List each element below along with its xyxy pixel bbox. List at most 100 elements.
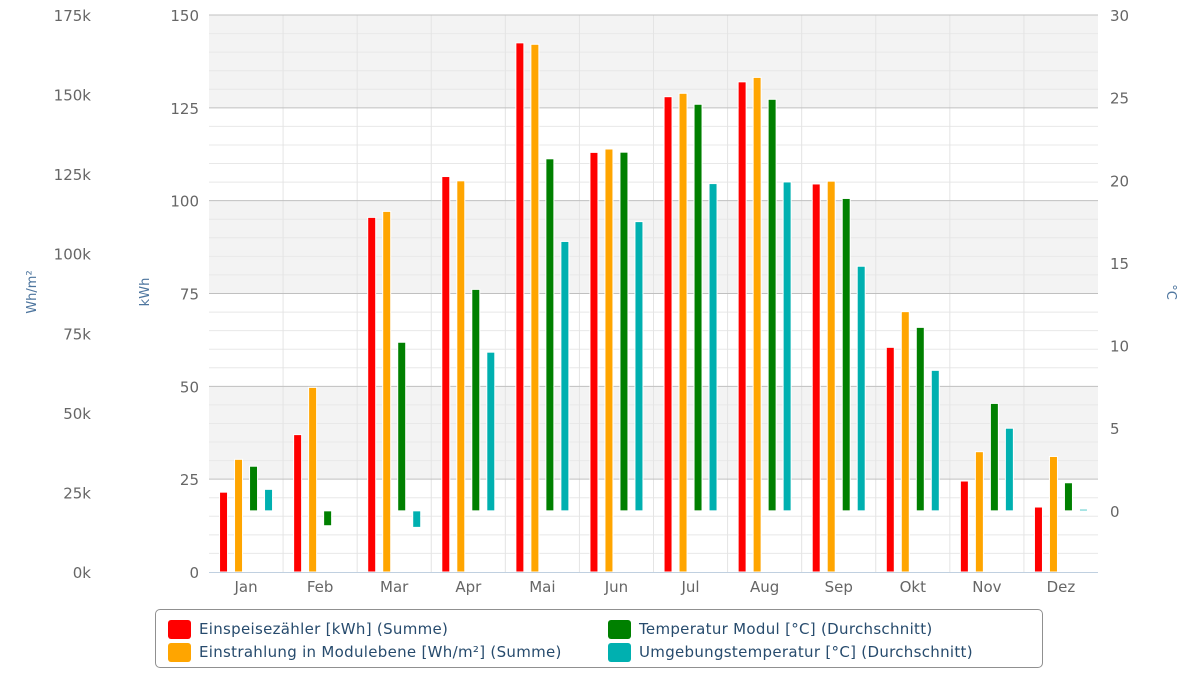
bar-008000-mai <box>545 158 555 512</box>
bar-ff0000-mar <box>367 216 377 573</box>
bar-ffa500-okt <box>900 311 910 573</box>
bar-ffa500-feb <box>308 386 318 573</box>
bar-00b0b0-dez <box>1078 508 1088 512</box>
x-tick-label: Aug <box>750 578 779 596</box>
x-tick-label: Feb <box>307 578 334 596</box>
bar-008000-mar <box>397 341 407 512</box>
right-tick-label: 5 <box>1110 420 1120 438</box>
bar-ffa500-sep <box>826 180 836 573</box>
bar-00b0b0-mai <box>560 240 570 512</box>
legend-item-einspeisezaehler[interactable]: Einspeisezähler [kWh] (Summe) <box>168 619 448 639</box>
bar-ffa500-aug <box>752 76 762 573</box>
legend-swatch <box>608 619 631 639</box>
bar-008000-jul <box>693 103 703 512</box>
gridlines <box>209 14 1098 572</box>
left-inner-axis-title: kWh <box>138 278 153 307</box>
x-tick-label: Mai <box>529 578 555 596</box>
x-tick-label: Dez <box>1047 578 1076 596</box>
bar-ff0000-sep <box>811 183 821 573</box>
bar-ffa500-jun <box>604 148 614 573</box>
bar-00b0b0-okt <box>930 369 940 512</box>
right-tick-label: 20 <box>1110 172 1129 190</box>
left-inner-tick-label: 75 <box>180 286 199 304</box>
right-tick-label: 30 <box>1110 7 1129 25</box>
bar-008000-nov <box>989 402 999 512</box>
legend-swatch <box>168 619 191 639</box>
bar-008000-jan <box>249 465 259 512</box>
legend: Einspeisezähler [kWh] (Summe) Temperatur… <box>155 609 1043 668</box>
legend-swatch <box>168 642 191 662</box>
axes: Jan Feb Mar Apr Mai Jun Jul Aug Sep Okt Nov Dez 0 25 5… <box>54 7 1129 596</box>
left-inner-tick-label: 25 <box>180 471 199 489</box>
bar-ff0000-dez <box>1033 506 1043 573</box>
legend-label: Umgebungstemperatur [°C] (Durchschnitt) <box>639 643 973 661</box>
left-inner-tick-label: 50 <box>180 378 199 396</box>
bar-00b0b0-mar <box>412 510 422 528</box>
bar-ff0000-jan <box>219 491 229 573</box>
right-tick-label: 0 <box>1110 503 1120 521</box>
legend-item-einstrahlung[interactable]: Einstrahlung in Modulebene [Wh/m²] (Summ… <box>168 642 562 662</box>
right-tick-label: 10 <box>1110 338 1129 356</box>
bar-ffa500-jan <box>234 458 244 573</box>
right-axis-title: °C <box>1163 284 1178 300</box>
bar-ff0000-apr <box>441 176 451 573</box>
left-inner-tick-label: 125 <box>170 100 199 118</box>
legend-label: Einspeisezähler [kWh] (Summe) <box>199 620 449 638</box>
bar-008000-sep <box>841 197 851 512</box>
bars <box>219 42 1088 573</box>
bar-ff0000-nov <box>959 480 969 573</box>
bar-ffa500-nov <box>974 451 984 573</box>
bar-ff0000-jun <box>589 151 599 573</box>
left-outer-tick-label: 150k <box>54 87 92 105</box>
bar-ff0000-mai <box>515 42 525 573</box>
bar-ffa500-jul <box>678 92 688 573</box>
left-inner-tick-label: 0 <box>189 564 199 582</box>
legend-swatch <box>608 642 631 662</box>
x-tick-label: Sep <box>825 578 853 596</box>
bar-00b0b0-sep <box>856 265 866 512</box>
bar-008000-apr <box>471 288 481 512</box>
left-outer-tick-label: 0k <box>73 564 92 582</box>
bar-00b0b0-apr <box>486 351 496 512</box>
bar-ff0000-okt <box>885 346 895 573</box>
bar-00b0b0-nov <box>1004 427 1014 512</box>
x-tick-label: Mar <box>380 578 409 596</box>
legend-item-umgebungstemperatur[interactable]: Umgebungstemperatur [°C] (Durchschnitt) <box>608 642 973 662</box>
bar-ffa500-mar <box>382 210 392 573</box>
legend-label: Temperatur Modul [°C] (Durchschnitt) <box>639 620 933 638</box>
bar-00b0b0-jun <box>634 221 644 512</box>
legend-item-temperatur-modul[interactable]: Temperatur Modul [°C] (Durchschnitt) <box>608 619 933 639</box>
right-tick-label: 25 <box>1110 90 1129 108</box>
bar-008000-jun <box>619 151 629 512</box>
right-tick-label: 15 <box>1110 255 1129 273</box>
left-inner-tick-label: 100 <box>170 193 199 211</box>
bar-00b0b0-jul <box>708 183 718 512</box>
left-outer-tick-label: 175k <box>54 7 92 25</box>
bar-ff0000-feb <box>293 434 303 573</box>
bar-00b0b0-aug <box>782 181 792 512</box>
bar-ffa500-mai <box>530 43 540 573</box>
x-tick-label: Jun <box>604 578 628 596</box>
x-tick-label: Apr <box>455 578 482 596</box>
legend-label: Einstrahlung in Modulebene [Wh/m²] (Summ… <box>199 643 562 661</box>
x-tick-label: Okt <box>900 578 926 596</box>
left-inner-tick-label: 150 <box>170 7 199 25</box>
bar-ffa500-dez <box>1048 455 1058 573</box>
bar-00b0b0-feb <box>338 510 348 513</box>
bar-ffa500-apr <box>456 180 466 573</box>
x-tick-label: Jan <box>233 578 257 596</box>
bar-008000-okt <box>915 326 925 512</box>
bar-ff0000-aug <box>737 81 747 573</box>
left-outer-tick-label: 50k <box>63 405 91 423</box>
x-tick-label: Nov <box>972 578 1001 596</box>
left-outer-axis-title: Wh/m² <box>25 270 40 313</box>
bar-008000-aug <box>767 98 777 512</box>
bar-ff0000-jul <box>663 96 673 573</box>
left-outer-tick-label: 25k <box>63 484 91 502</box>
left-outer-tick-label: 75k <box>63 325 91 343</box>
bar-008000-feb <box>323 510 333 527</box>
left-outer-tick-label: 100k <box>54 246 92 264</box>
left-outer-tick-label: 125k <box>54 166 92 184</box>
bar-00b0b0-jan <box>264 488 274 512</box>
